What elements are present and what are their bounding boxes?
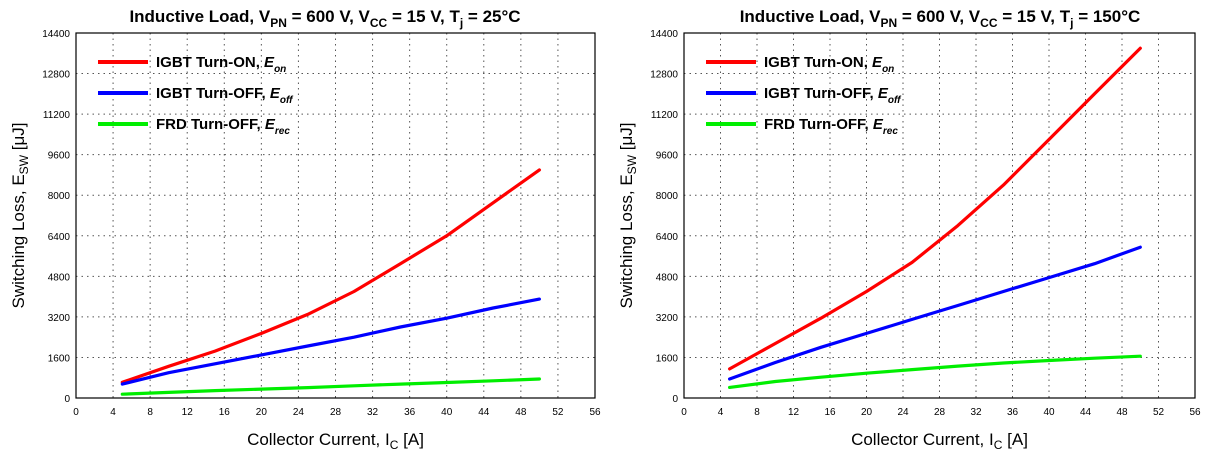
x-tick-label: 24: [293, 407, 305, 418]
y-tick-label: 14400: [650, 29, 678, 40]
y-tick-label: 12800: [42, 70, 70, 81]
series-line-off: [120, 297, 542, 386]
y-tick-label: 11200: [43, 110, 71, 121]
x-tick-label: 48: [1116, 407, 1128, 418]
x-tick-label: 40: [1043, 407, 1055, 418]
x-tick-label: 44: [1080, 407, 1092, 418]
y-tick-label: 9600: [656, 151, 679, 162]
series-line-rec: [120, 377, 542, 396]
x-tick-label: 0: [73, 407, 79, 418]
series-line-on: [727, 46, 1142, 371]
chart-panel-150c: 0 4 8 12 16 20 24 28 32 36 40 44 48 52 56 0 1600 3200 4800…: [608, 0, 1216, 458]
x-tick-label: 52: [1153, 407, 1165, 418]
y-tick-label: 14400: [42, 29, 70, 40]
x-axis-label: Collector Current, IC [A]: [247, 430, 424, 452]
plot-frame: [683, 32, 1196, 399]
x-tick-label: 28: [934, 407, 946, 418]
x-tick-label: 0: [681, 407, 687, 418]
y-tick-label: 0: [64, 394, 70, 405]
chart-25c: 0 4 8 12 16 20 24 28 32 36 40 44 48 52 560160032004800…: [9, 7, 601, 452]
plot-frame: [75, 32, 596, 399]
x-tick-label: 44: [478, 407, 490, 418]
legend-label-off: IGBT Turn-OFF, Eoff: [156, 85, 294, 106]
x-tick-label: 8: [147, 407, 153, 418]
legend-label-rec: FRD Turn-OFF, Erec: [156, 116, 290, 137]
x-tick-label: 36: [404, 407, 416, 418]
x-tick-label: 4: [110, 407, 116, 418]
x-tick-label: 32: [970, 407, 982, 418]
y-tick-label: 8000: [48, 191, 71, 202]
x-tick-label: 48: [515, 407, 527, 418]
y-tick-label: 4800: [48, 272, 71, 283]
y-axis-label: Switching Loss, ESW [μJ]: [617, 123, 639, 309]
y-tick-label: 6400: [48, 232, 71, 243]
x-tick-label: 28: [330, 407, 342, 418]
x-tick-label: 20: [861, 407, 873, 418]
y-tick-label: 4800: [656, 272, 679, 283]
x-tick-label: 40: [441, 407, 453, 418]
x-tick-label: 24: [897, 407, 909, 418]
legend-label-rec: FRD Turn-OFF, Erec: [764, 116, 898, 137]
x-tick-label: 8: [754, 407, 760, 418]
x-tick-label: 16: [824, 407, 836, 418]
x-axis-label: Collector Current, IC [A]: [851, 430, 1028, 452]
x-tick-label: 20: [256, 407, 268, 418]
y-tick-label: 12800: [650, 70, 678, 81]
series-line-on: [120, 168, 542, 384]
y-tick-label: 8000: [656, 191, 679, 202]
legend-label-off: IGBT Turn-OFF, Eoff: [764, 85, 902, 106]
y-tick-label: 9600: [48, 151, 71, 162]
y-axis-label: Switching Loss, ESW [μJ]: [9, 123, 31, 309]
series-line-off: [727, 245, 1142, 381]
x-tick-label: 12: [788, 407, 800, 418]
x-tick-label: 36: [1007, 407, 1019, 418]
x-tick-label: 4: [718, 407, 724, 418]
x-tick-label: 56: [589, 407, 601, 418]
x-tick-label: 52: [552, 407, 564, 418]
legend-label-on: IGBT Turn-ON, Eon: [764, 54, 894, 75]
x-tick-label: 16: [219, 407, 231, 418]
y-tick-label: 6400: [656, 232, 679, 243]
x-tick-label: 12: [182, 407, 194, 418]
y-tick-label: 1600: [48, 353, 71, 364]
y-tick-label: 3200: [656, 313, 679, 324]
x-tick-label: 32: [367, 407, 379, 418]
chart-title: Inductive Load, VPN = 600 V, VCC = 15 V,…: [129, 7, 520, 30]
y-tick-label: 1600: [656, 353, 679, 364]
chart-title: Inductive Load, VPN = 600 V, VCC = 15 V,…: [740, 7, 1141, 30]
chart-panel-25c: 0 4 8 12 16 20 24 28 32 36 40 44 48 52 56 0 1600 3200 4800…: [0, 0, 608, 458]
series-line-rec: [727, 354, 1142, 389]
y-tick-label: 3200: [48, 313, 71, 324]
y-tick-label: 11200: [651, 110, 679, 121]
legend-label-on: IGBT Turn-ON, Eon: [156, 54, 286, 75]
chart-150c: 0 4 8 12 16 20 24 28 32 36 40 44 48 52 560160032004800…: [617, 7, 1201, 452]
x-tick-label: 56: [1189, 407, 1201, 418]
y-tick-label: 0: [672, 394, 678, 405]
